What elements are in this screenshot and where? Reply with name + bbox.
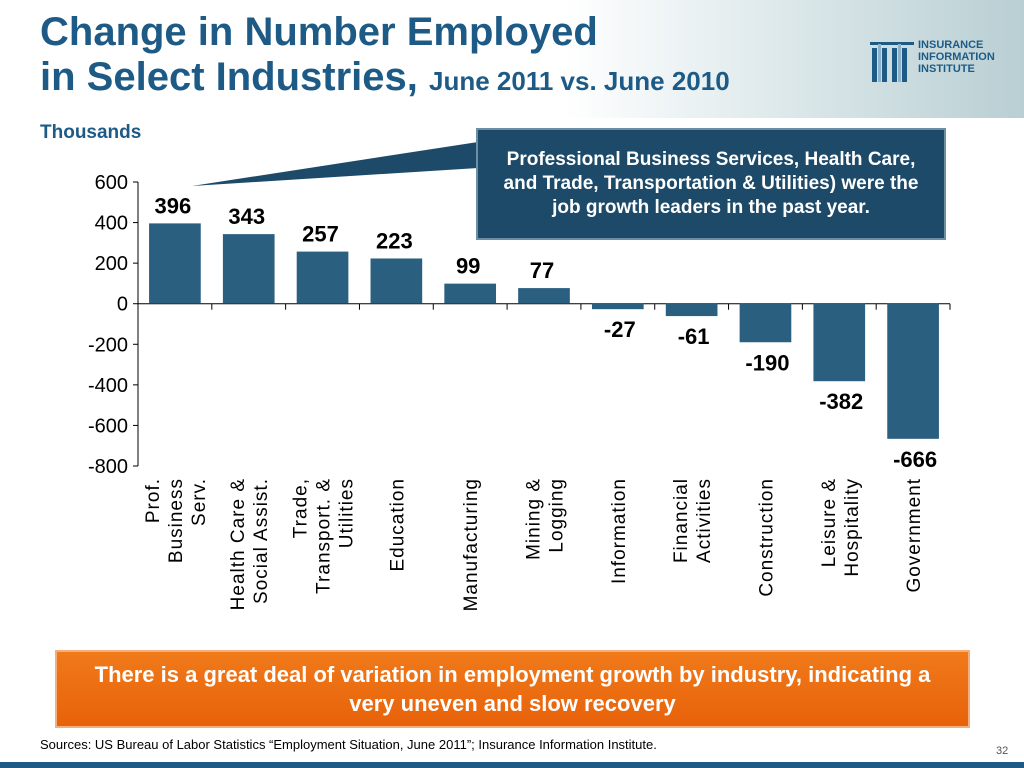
category-label: Financial Activities [671,478,715,563]
category-label: Construction [756,478,777,597]
logo-line: INSURANCE [918,39,984,51]
units-label: Thousands [40,122,142,143]
title-industries: in Select Industries, [40,55,418,99]
y-tick-label: -200 [88,334,128,356]
bar [887,303,939,439]
y-tick-label: -600 [88,415,128,437]
sources-note: Sources: US Bureau of Labor Statistics “… [40,737,657,752]
category-label-line: Utilities [337,478,358,548]
callout-pointer [192,142,478,186]
data-label: 99 [456,254,480,279]
slide-title: Change in Number Employed [40,10,598,54]
data-label: -190 [745,350,789,375]
category-label-line: Financial [671,478,692,563]
category-label: Trade, Transport. & Utilities [291,478,358,594]
data-label: -382 [819,389,863,414]
callout-box: Professional Business Services, Health C… [476,128,946,240]
bar-chart: 600 400 200 0 -200 -400 -600 -800 396 343 257 223 9… [88,142,951,611]
category-label-line: Mining & [524,478,545,560]
category-label: Health Care & Social Assist. [228,478,272,610]
bar [149,223,201,304]
bar [591,303,644,310]
slide-title-line2: in Select Industries, June 2011 vs. June… [40,55,730,100]
data-label: 343 [228,204,265,229]
category-label-line: Hospitality [842,478,863,577]
category-label-line: Manufacturing [461,478,482,611]
footer-bar [0,762,1024,768]
category-label-line: Serv. [189,478,210,526]
data-label: -61 [678,324,710,349]
category-label-line: Construction [756,478,777,597]
category-label-line: Social Assist. [251,478,272,604]
data-label: 396 [155,193,192,218]
title-date: June 2011 vs. June 2010 [429,66,730,96]
y-tick-label: 400 [95,213,128,235]
category-label-line: Prof. [143,478,164,523]
bar [665,303,718,317]
logo-text: INSURANCE INFORMATION INSTITUTE [918,39,995,75]
data-label: -666 [893,447,937,472]
page-number: 32 [996,745,1009,757]
category-label-line: Information [609,478,630,584]
category-label-line: Trade, [291,478,312,538]
logo-line: INSTITUTE [918,63,975,75]
category-label: Prof. Business Serv. [143,478,210,563]
bar [444,283,497,304]
logo-line: INFORMATION [918,51,995,63]
bar [518,288,570,304]
bar [370,258,423,304]
y-tick-label: 200 [95,253,128,275]
header-background [0,0,1024,118]
category-label: Leisure & Hospitality [819,478,863,577]
category-label: Information [609,478,630,584]
category-label-line: Government [904,478,925,593]
data-label: 77 [530,258,554,283]
bar [222,234,275,304]
category-label: Mining & Logging [524,478,568,560]
category-label: Government [904,478,925,593]
category-label-line: Activities [694,478,715,563]
category-label: Education [387,478,408,572]
bar [296,251,349,304]
conclusion-banner: There is a great deal of variation in em… [55,650,970,728]
category-label-line: Leisure & [819,478,840,567]
data-label: -27 [604,317,636,342]
category-label-line: Education [387,478,408,572]
category-label-line: Business [166,478,187,563]
category-label-line: Transport. & [314,478,335,594]
category-label-line: Health Care & [228,478,249,610]
y-tick-label: -800 [88,456,128,478]
data-label: 223 [376,228,413,253]
category-label-line: Logging [547,478,568,553]
bar [739,303,792,343]
iii-logo-icon [870,42,914,82]
y-tick-label: 0 [117,294,128,316]
y-tick-label: 600 [95,172,128,194]
y-tick-label: -400 [88,375,128,397]
bar [813,303,866,382]
category-label: Manufacturing [461,478,482,611]
data-label: 257 [302,222,339,247]
